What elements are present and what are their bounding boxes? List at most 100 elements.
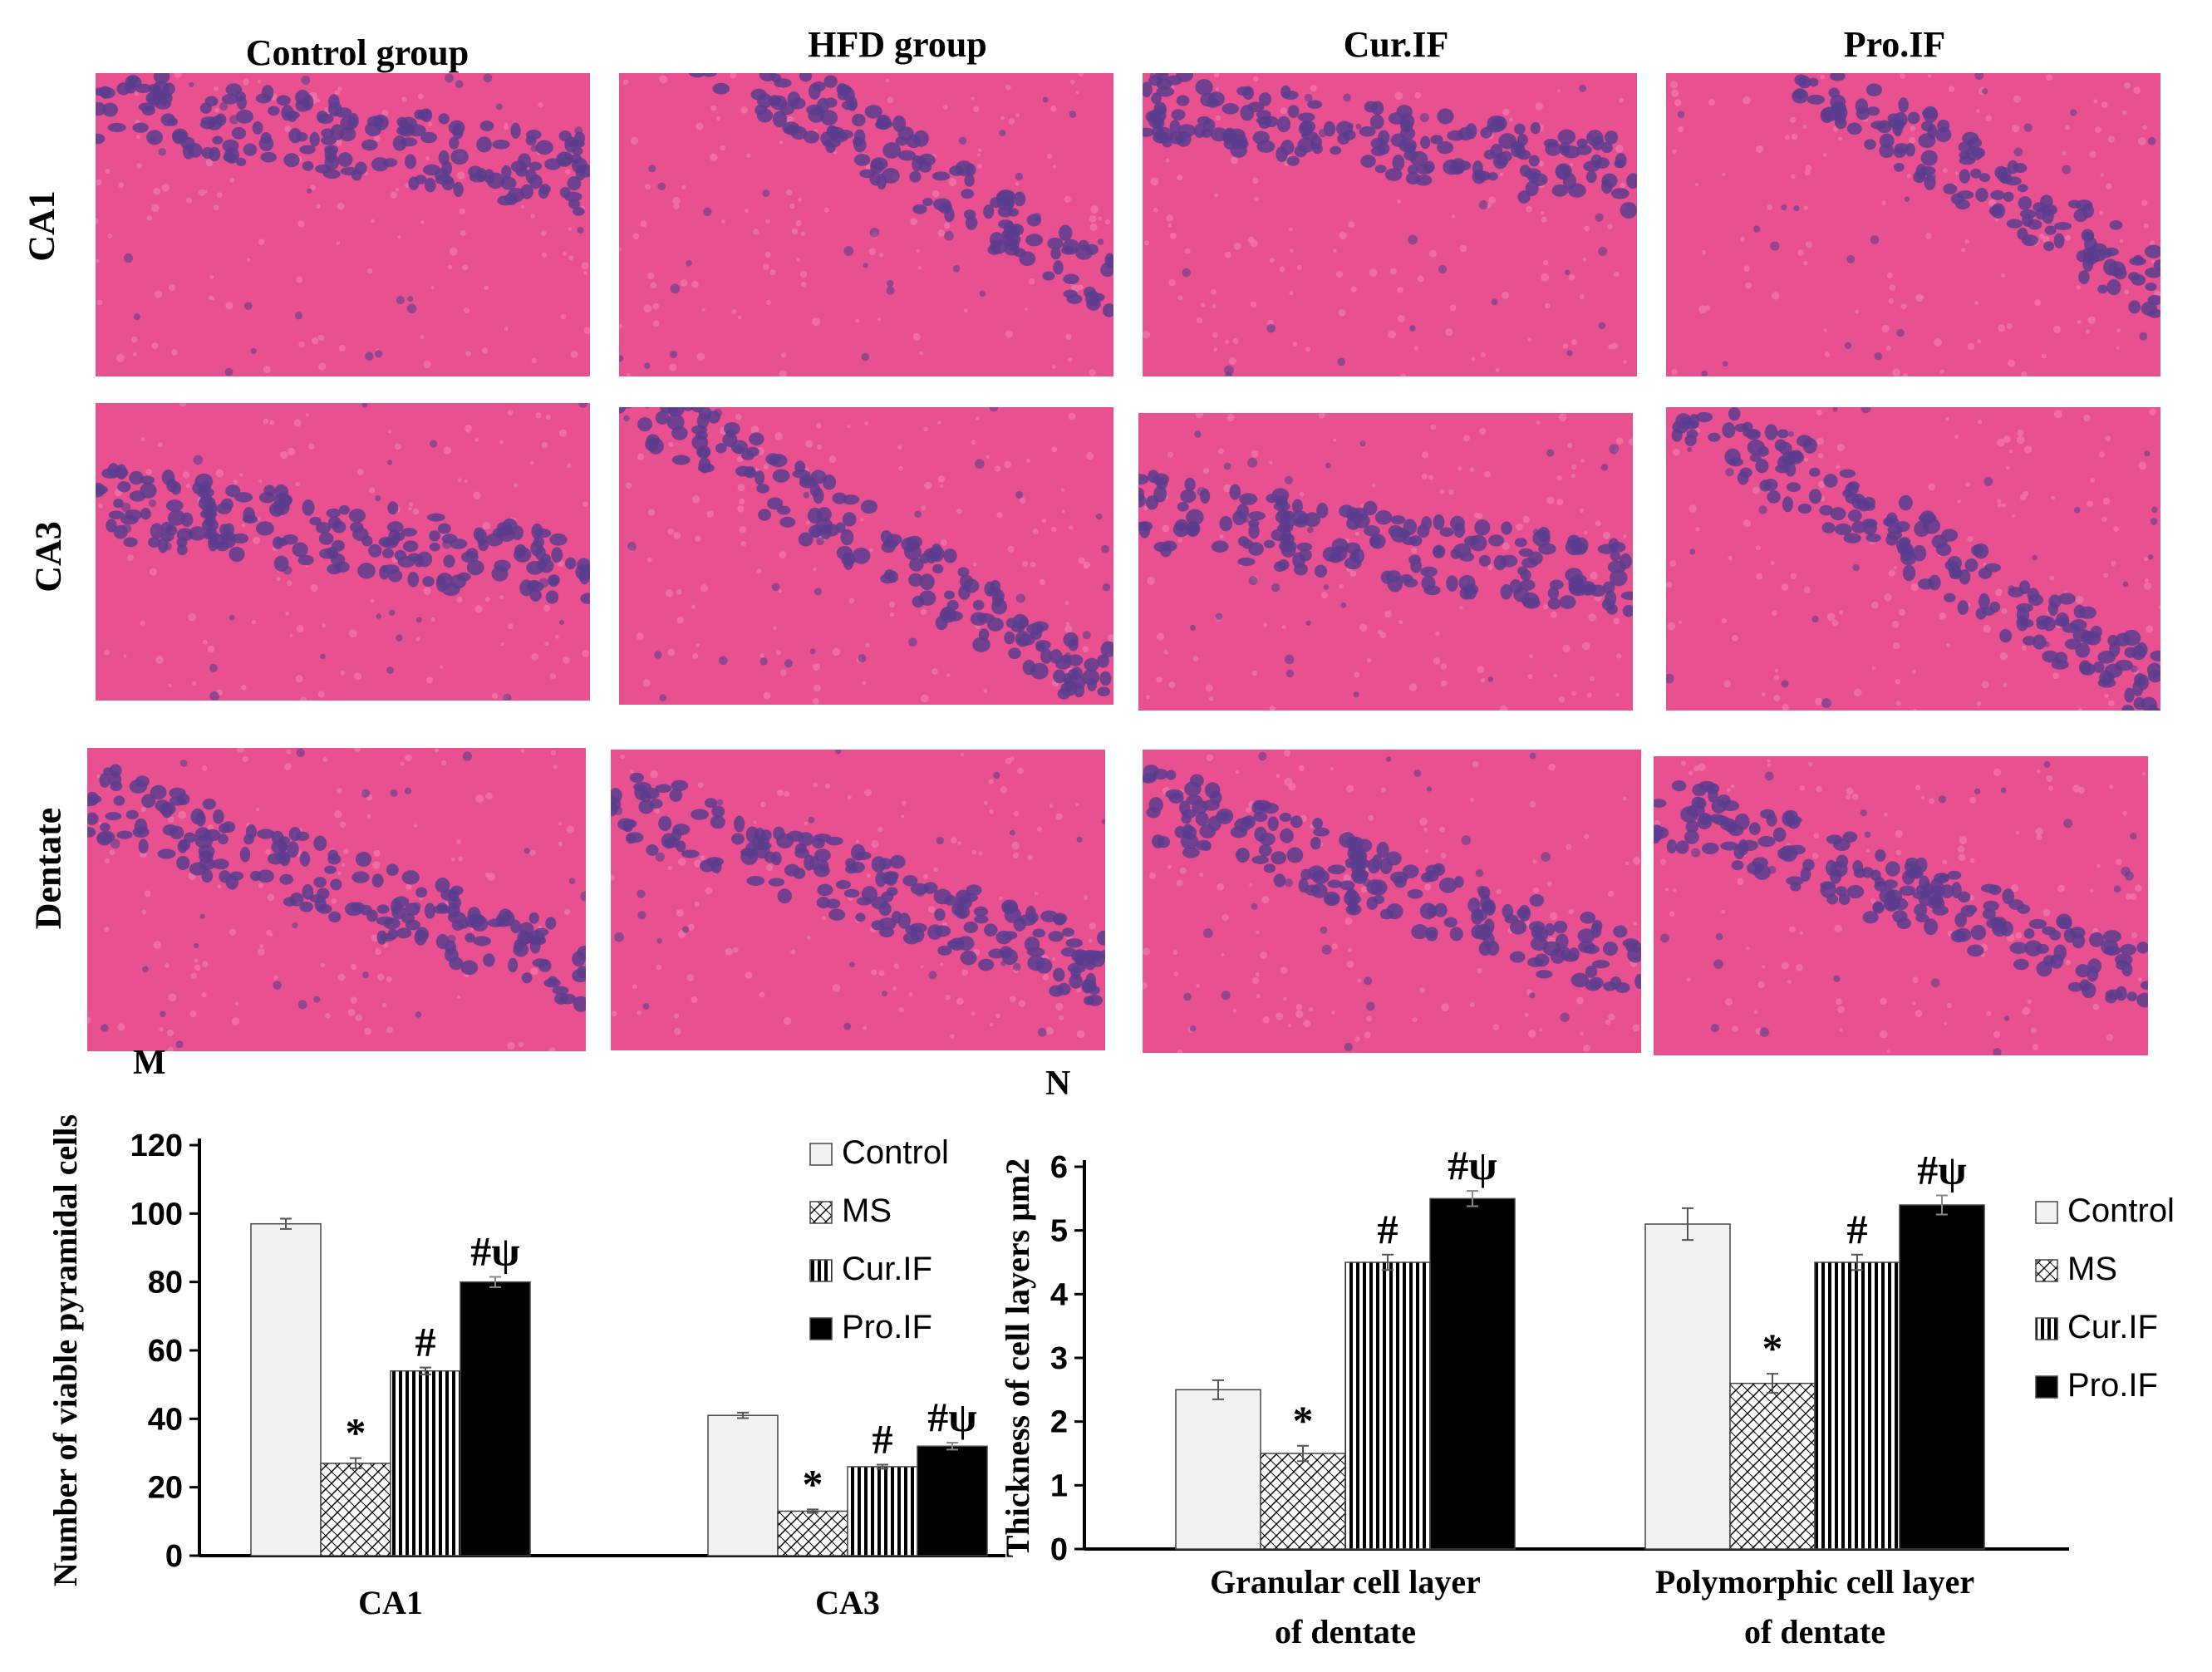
x-category-label: CA1 [358,1584,423,1621]
legend-swatch [2035,1375,2058,1399]
panel-letter-m: M [133,1044,166,1082]
micrograph-dentate-hfd [611,750,1105,1050]
y-axis-label: Thickness of cell layers μm2 [999,1158,1036,1557]
bar-chart-cell-layer-thickness: Thickness of cell layers μm2 0 1 2 3 4 5 6 * # #ψ G… [999,1142,2175,1650]
micrograph-ca3-hfd [619,407,1113,705]
error-bar [1212,1379,1224,1400]
x-category-label: of dentate [1744,1613,1885,1650]
bar-control-1 [1644,1223,1731,1550]
y-tick-label: 4 [1050,1277,1068,1312]
panel-letter-n: N [1045,1065,1071,1103]
error-bar [1467,1190,1478,1207]
bar-control-1 [707,1414,779,1556]
y-tick-label: 1 [1050,1468,1068,1503]
row-label-ca1: CA1 [21,190,62,262]
legend-label: Pro.IF [842,1309,932,1345]
column-label-pro-if: Pro.IF [1843,24,1946,65]
y-tick-label: 80 [148,1266,183,1301]
micrograph-ca1-control [96,73,590,376]
micrograph-ca3-control [96,403,590,701]
bar-ms-0 [1260,1453,1346,1550]
bar-cur-if-1 [847,1466,918,1556]
y-tick-label: 100 [130,1197,183,1232]
column-label-control: Control group [245,32,469,73]
legend-swatch [809,1259,833,1282]
bar-chart-viable-pyramidal-cells: Number of viable pyramidal cells 0 20 40 60 8… [47,1114,1005,1621]
significance-mark: #ψ [470,1227,519,1274]
significance-mark: #ψ [1448,1142,1497,1188]
significance-mark: # [1378,1206,1398,1252]
bar-control-0 [1175,1389,1261,1550]
y-tick-label: 6 [1050,1150,1068,1185]
error-bar [489,1276,501,1288]
significance-mark: # [415,1319,436,1365]
x-category-label: CA3 [815,1584,880,1621]
legend-label: MS [2067,1251,2117,1287]
micrograph-dentate-control [87,748,586,1051]
error-bar [807,1508,818,1514]
legend-label: Control [2067,1193,2175,1229]
legend-swatch [2035,1201,2058,1224]
bar-cur-if-0 [1344,1261,1431,1550]
y-tick-label: 40 [148,1402,183,1437]
x-category-label: Polymorphic cell layer [1655,1563,1974,1601]
error-bar [350,1457,361,1470]
column-label-cur-if: Cur.IF [1343,24,1449,65]
legend-label: Cur.IF [2067,1309,2158,1345]
legend-label: Control [842,1134,949,1171]
significance-mark: # [873,1415,893,1462]
bar-cur-if-1 [1814,1261,1900,1550]
error-bar [1297,1444,1309,1463]
significance-mark: * [803,1460,823,1507]
micrograph-ca1-hfd [619,73,1113,376]
column-label-hfd: HFD group [808,24,987,65]
significance-mark: * [1762,1325,1783,1371]
legend-swatch [809,1201,833,1224]
bar-ms-0 [320,1463,391,1556]
error-bar [877,1463,888,1470]
bar-pro-if-0 [460,1281,531,1556]
bar-ms-1 [1729,1382,1816,1550]
error-bar [280,1217,292,1230]
y-tick-label: 0 [1050,1532,1068,1567]
significance-mark: # [1847,1206,1868,1252]
legend-swatch [809,1143,833,1166]
y-tick-label: 20 [148,1471,183,1506]
legend-swatch [2035,1317,2058,1340]
legend-label: MS [842,1193,892,1229]
x-category-label: Granular cell layer [1210,1563,1481,1601]
micrograph-dentate-cur-if [1143,750,1641,1053]
error-bar [1936,1194,1948,1216]
bar-control-0 [250,1222,322,1556]
significance-mark: * [1293,1397,1314,1443]
error-bar [1682,1207,1693,1242]
error-bar [1382,1253,1394,1271]
y-axis-label: Number of viable pyramidal cells [47,1114,84,1586]
bar-pro-if-1 [917,1445,988,1556]
micrograph-dentate-pro-if [1654,756,2148,1055]
bar-cur-if-0 [390,1370,461,1556]
row-label-ca3: CA3 [27,521,69,593]
bar-pro-if-0 [1429,1197,1516,1550]
legend-swatch [809,1317,833,1340]
significance-mark: #ψ [927,1394,976,1440]
x-category-label: of dentate [1275,1613,1416,1650]
legend-label: Pro.IF [2067,1367,2158,1404]
micrograph-ca1-cur-if [1143,73,1637,376]
micrograph-ca3-cur-if [1138,413,1633,711]
error-bar [737,1411,749,1419]
error-bar [1851,1253,1863,1271]
legend-swatch [2035,1259,2058,1282]
error-bar [420,1366,431,1375]
significance-mark: * [346,1409,366,1456]
error-bar [1767,1373,1778,1394]
legend-label: Cur.IF [842,1251,932,1287]
micrograph-ca1-pro-if [1666,73,2160,376]
y-tick-label: 60 [148,1334,183,1369]
significance-mark: #ψ [1917,1147,1966,1193]
y-tick-label: 5 [1050,1214,1068,1249]
micrograph-ca3-pro-if [1666,407,2160,711]
y-tick-label: 120 [130,1129,183,1163]
y-tick-label: 3 [1050,1341,1068,1376]
bar-ms-1 [777,1510,848,1556]
